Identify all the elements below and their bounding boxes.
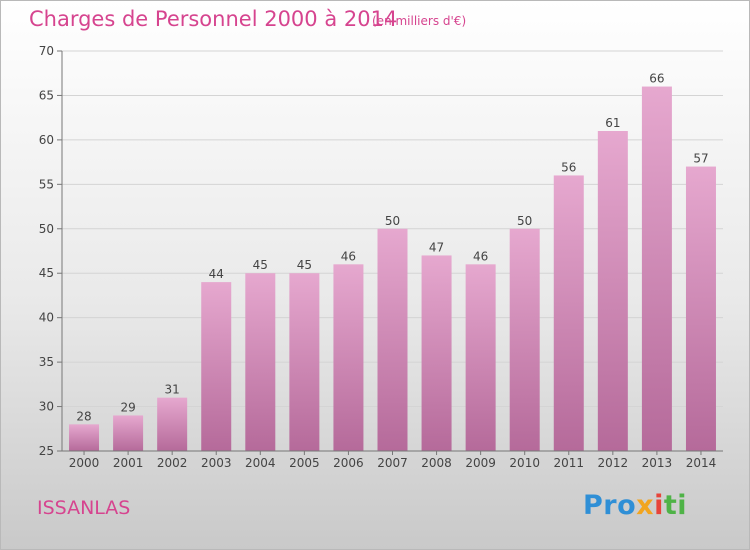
bar xyxy=(509,228,540,451)
x-tick-label: 2014 xyxy=(686,456,717,470)
x-tick-label: 2000 xyxy=(69,456,100,470)
y-tick-label: 70 xyxy=(39,44,54,58)
bar xyxy=(201,282,232,451)
bar-value-label: 46 xyxy=(473,249,488,263)
y-tick-label: 30 xyxy=(39,400,54,414)
x-tick-label: 2006 xyxy=(333,456,364,470)
y-tick-label: 40 xyxy=(39,311,54,325)
bar xyxy=(641,86,672,452)
bar xyxy=(69,424,100,451)
x-tick-label: 2010 xyxy=(509,456,540,470)
bar-value-label: 61 xyxy=(605,116,620,130)
bar xyxy=(465,264,496,451)
bar-value-label: 46 xyxy=(341,249,356,263)
x-tick-label: 2007 xyxy=(377,456,408,470)
bar xyxy=(113,415,144,451)
y-tick-label: 55 xyxy=(39,177,54,191)
x-tick-label: 2001 xyxy=(113,456,144,470)
bar-value-label: 66 xyxy=(649,72,664,86)
bar xyxy=(289,273,320,451)
bar-value-label: 50 xyxy=(385,214,400,228)
bar xyxy=(377,228,408,451)
bar xyxy=(597,131,628,451)
bar-value-label: 28 xyxy=(76,409,91,423)
bar xyxy=(421,255,452,451)
y-tick-label: 65 xyxy=(39,88,54,102)
x-tick-label: 2013 xyxy=(642,456,673,470)
bar-value-label: 44 xyxy=(209,267,224,281)
bar-value-label: 56 xyxy=(561,160,576,174)
logo-part: ti xyxy=(663,490,688,521)
bar xyxy=(245,273,276,451)
x-tick-label: 2002 xyxy=(157,456,188,470)
bar-value-label: 45 xyxy=(297,258,312,272)
bar-value-label: 31 xyxy=(165,383,180,397)
bar-value-label: 45 xyxy=(253,258,268,272)
y-tick-label: 25 xyxy=(39,444,54,458)
chart-title: Charges de Personnel 2000 à 2014 xyxy=(29,7,398,31)
logo-part: x xyxy=(636,490,655,521)
x-tick-label: 2011 xyxy=(553,456,584,470)
y-tick-label: 45 xyxy=(39,266,54,280)
commune-name: ISSANLAS xyxy=(37,497,131,519)
x-tick-label: 2009 xyxy=(465,456,496,470)
chart-subtitle: (en milliers d'€) xyxy=(372,14,467,28)
x-tick-label: 2004 xyxy=(245,456,276,470)
bar-value-label: 50 xyxy=(517,214,532,228)
logo-part: i xyxy=(654,490,664,521)
bar xyxy=(553,175,584,451)
bar-value-label: 57 xyxy=(693,152,708,166)
x-tick-label: 2008 xyxy=(421,456,452,470)
bar xyxy=(157,397,188,451)
logo-part: Pro xyxy=(583,490,637,521)
bar-value-label: 29 xyxy=(120,400,135,414)
bar xyxy=(333,264,364,451)
bar xyxy=(685,166,716,452)
y-tick-label: 60 xyxy=(39,133,54,147)
x-tick-label: 2012 xyxy=(598,456,629,470)
proxiti-logo[interactable]: Proxiti xyxy=(583,490,687,521)
x-tick-label: 2003 xyxy=(201,456,232,470)
bar-value-label: 47 xyxy=(429,240,444,254)
y-tick-label: 35 xyxy=(39,355,54,369)
x-tick-label: 2005 xyxy=(289,456,320,470)
y-tick-label: 50 xyxy=(39,222,54,236)
